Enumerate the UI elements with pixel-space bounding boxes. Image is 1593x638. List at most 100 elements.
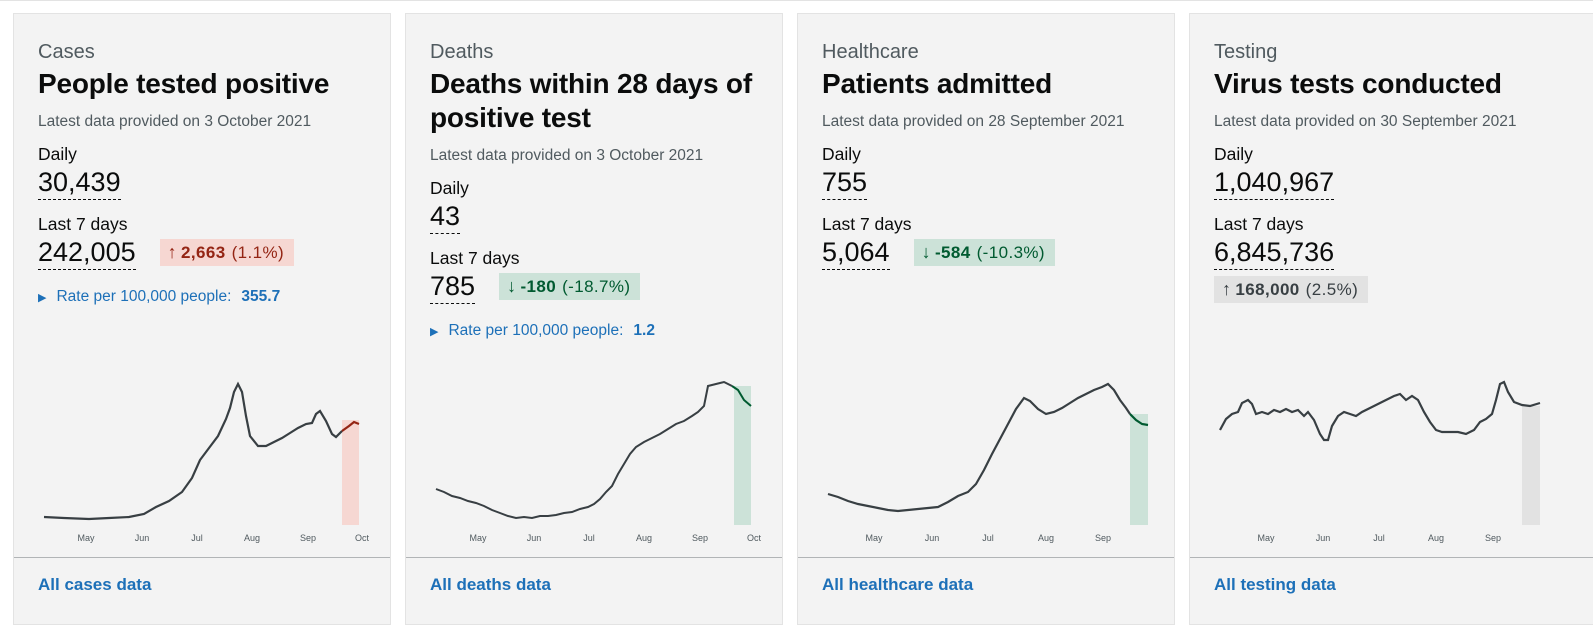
x-tick: Oct bbox=[355, 533, 370, 543]
x-tick: Oct bbox=[747, 533, 762, 543]
daily-value[interactable]: 30,439 bbox=[38, 166, 121, 200]
change-percent: (1.1%) bbox=[231, 242, 285, 262]
week-label: Last 7 days bbox=[1214, 214, 1304, 234]
trend-line bbox=[435, 380, 733, 520]
x-tick: Jun bbox=[135, 533, 150, 543]
all-cases-link[interactable]: All cases data bbox=[38, 575, 152, 594]
rate-value: 355.7 bbox=[241, 288, 281, 305]
daily-label: Daily bbox=[822, 144, 861, 164]
latest-data-date: Latest data provided on 3 October 2021 bbox=[38, 113, 312, 130]
card-divider bbox=[14, 557, 390, 558]
daily-value[interactable]: 43 bbox=[430, 200, 461, 234]
highlight-region bbox=[342, 420, 359, 525]
x-tick: Sep bbox=[300, 533, 316, 543]
trend-line-latest bbox=[341, 420, 360, 432]
testing-card: Testing Virus tests conducted Latest dat… bbox=[1189, 13, 1593, 625]
arrow-up-icon: ↑ bbox=[1222, 279, 1232, 299]
trend-line-latest bbox=[1129, 413, 1149, 427]
healthcare-card: Healthcare Patients admitted Latest data… bbox=[797, 13, 1175, 625]
x-tick: Jul bbox=[583, 533, 595, 543]
card-caption: Healthcare bbox=[822, 41, 919, 63]
change-value: 168,000 bbox=[1235, 279, 1300, 299]
x-tick: Aug bbox=[244, 533, 260, 543]
trend-line-latest bbox=[731, 385, 752, 407]
latest-data-date: Latest data provided on 3 October 2021 bbox=[430, 147, 704, 164]
arrow-up-icon: ↑ bbox=[167, 242, 178, 262]
daily-label: Daily bbox=[1214, 144, 1253, 164]
x-tick: Jun bbox=[1316, 533, 1331, 543]
top-divider bbox=[0, 0, 1593, 1]
x-tick: Aug bbox=[636, 533, 652, 543]
healthcare-chart: May Jun Jul Aug Sep bbox=[827, 382, 1149, 543]
card-caption: Cases bbox=[38, 41, 95, 63]
x-tick: Aug bbox=[1428, 533, 1444, 543]
card-divider bbox=[1190, 557, 1593, 558]
x-tick: Jul bbox=[982, 533, 994, 543]
card-caption: Deaths bbox=[430, 41, 494, 63]
week-value[interactable]: 785 bbox=[430, 270, 476, 304]
x-tick: May bbox=[1257, 533, 1275, 543]
triangle-right-icon: ▶ bbox=[430, 325, 439, 338]
x-tick: May bbox=[865, 533, 883, 543]
change-badge: ↑ 2,663 (1.1%) bbox=[159, 239, 295, 266]
highlight-region bbox=[1130, 414, 1148, 525]
latest-data-date: Latest data provided on 30 September 202… bbox=[1214, 113, 1517, 130]
daily-value[interactable]: 755 bbox=[822, 166, 868, 200]
x-tick: May bbox=[469, 533, 487, 543]
all-deaths-link[interactable]: All deaths data bbox=[430, 575, 551, 594]
card-heading: People tested positive bbox=[38, 68, 330, 99]
x-tick: Aug bbox=[1038, 533, 1054, 543]
daily-value[interactable]: 1,040,967 bbox=[1214, 166, 1335, 200]
change-percent: (-18.7%) bbox=[562, 276, 631, 296]
x-tick: Sep bbox=[1095, 533, 1111, 543]
change-value: -584 bbox=[934, 242, 971, 262]
x-tick: Jul bbox=[191, 533, 203, 543]
change-badge: ↓ -584 (-10.3%) bbox=[913, 239, 1055, 266]
arrow-down-icon: ↓ bbox=[507, 276, 517, 296]
highlight-region bbox=[1522, 406, 1540, 525]
week-label: Last 7 days bbox=[822, 214, 912, 234]
trend-line bbox=[43, 381, 343, 521]
arrow-down-icon: ↓ bbox=[921, 242, 931, 262]
cases-card: Cases People tested positive Latest data… bbox=[13, 13, 391, 625]
week-label: Last 7 days bbox=[38, 214, 128, 234]
x-axis: May Jun Jul Aug Sep bbox=[865, 533, 1111, 543]
change-value: 2,663 bbox=[181, 242, 226, 262]
latest-data-date: Latest data provided on 28 September 202… bbox=[822, 113, 1125, 130]
all-testing-link[interactable]: All testing data bbox=[1214, 575, 1336, 594]
x-tick: Jun bbox=[527, 533, 542, 543]
x-tick: Sep bbox=[1485, 533, 1501, 543]
deaths-card: Deaths Deaths within 28 days of positive… bbox=[405, 13, 783, 625]
rate-toggle[interactable]: ▶ Rate per 100,000 people: 1.2 bbox=[430, 322, 762, 340]
card-heading: Deaths within 28 days of positive test bbox=[430, 68, 752, 133]
trend-line bbox=[1219, 380, 1541, 442]
card-caption: Testing bbox=[1214, 41, 1278, 63]
card-divider bbox=[798, 557, 1174, 558]
x-tick: Sep bbox=[692, 533, 708, 543]
x-tick: May bbox=[77, 533, 95, 543]
change-percent: (2.5%) bbox=[1305, 279, 1359, 299]
cases-chart: May Jun Jul Aug Sep Oct bbox=[43, 381, 369, 543]
week-value[interactable]: 5,064 bbox=[822, 236, 890, 270]
rate-toggle[interactable]: ▶ Rate per 100,000 people: 355.7 bbox=[38, 288, 370, 306]
card-divider bbox=[406, 557, 782, 558]
highlight-region bbox=[734, 386, 751, 525]
week-value[interactable]: 242,005 bbox=[38, 236, 136, 270]
rate-label: Rate per 100,000 people: bbox=[448, 322, 624, 339]
change-percent: (-10.3%) bbox=[976, 242, 1045, 262]
daily-label: Daily bbox=[430, 178, 469, 198]
card-heading: Patients admitted bbox=[822, 68, 1052, 99]
change-badge: ↑ 168,000 (2.5%) bbox=[1214, 276, 1369, 303]
x-tick: Jul bbox=[1373, 533, 1385, 543]
week-label: Last 7 days bbox=[430, 248, 520, 268]
all-healthcare-link[interactable]: All healthcare data bbox=[822, 575, 974, 594]
rate-value: 1.2 bbox=[633, 322, 655, 339]
triangle-right-icon: ▶ bbox=[38, 291, 47, 304]
week-value[interactable]: 6,845,736 bbox=[1214, 236, 1335, 270]
testing-chart: May Jun Jul Aug Sep bbox=[1219, 380, 1541, 543]
rate-label: Rate per 100,000 people: bbox=[56, 288, 232, 305]
change-badge: ↓ -180 (-18.7%) bbox=[499, 273, 641, 300]
daily-label: Daily bbox=[38, 144, 77, 164]
x-tick: Jun bbox=[925, 533, 940, 543]
x-axis: May Jun Jul Aug Sep Oct bbox=[77, 533, 369, 543]
